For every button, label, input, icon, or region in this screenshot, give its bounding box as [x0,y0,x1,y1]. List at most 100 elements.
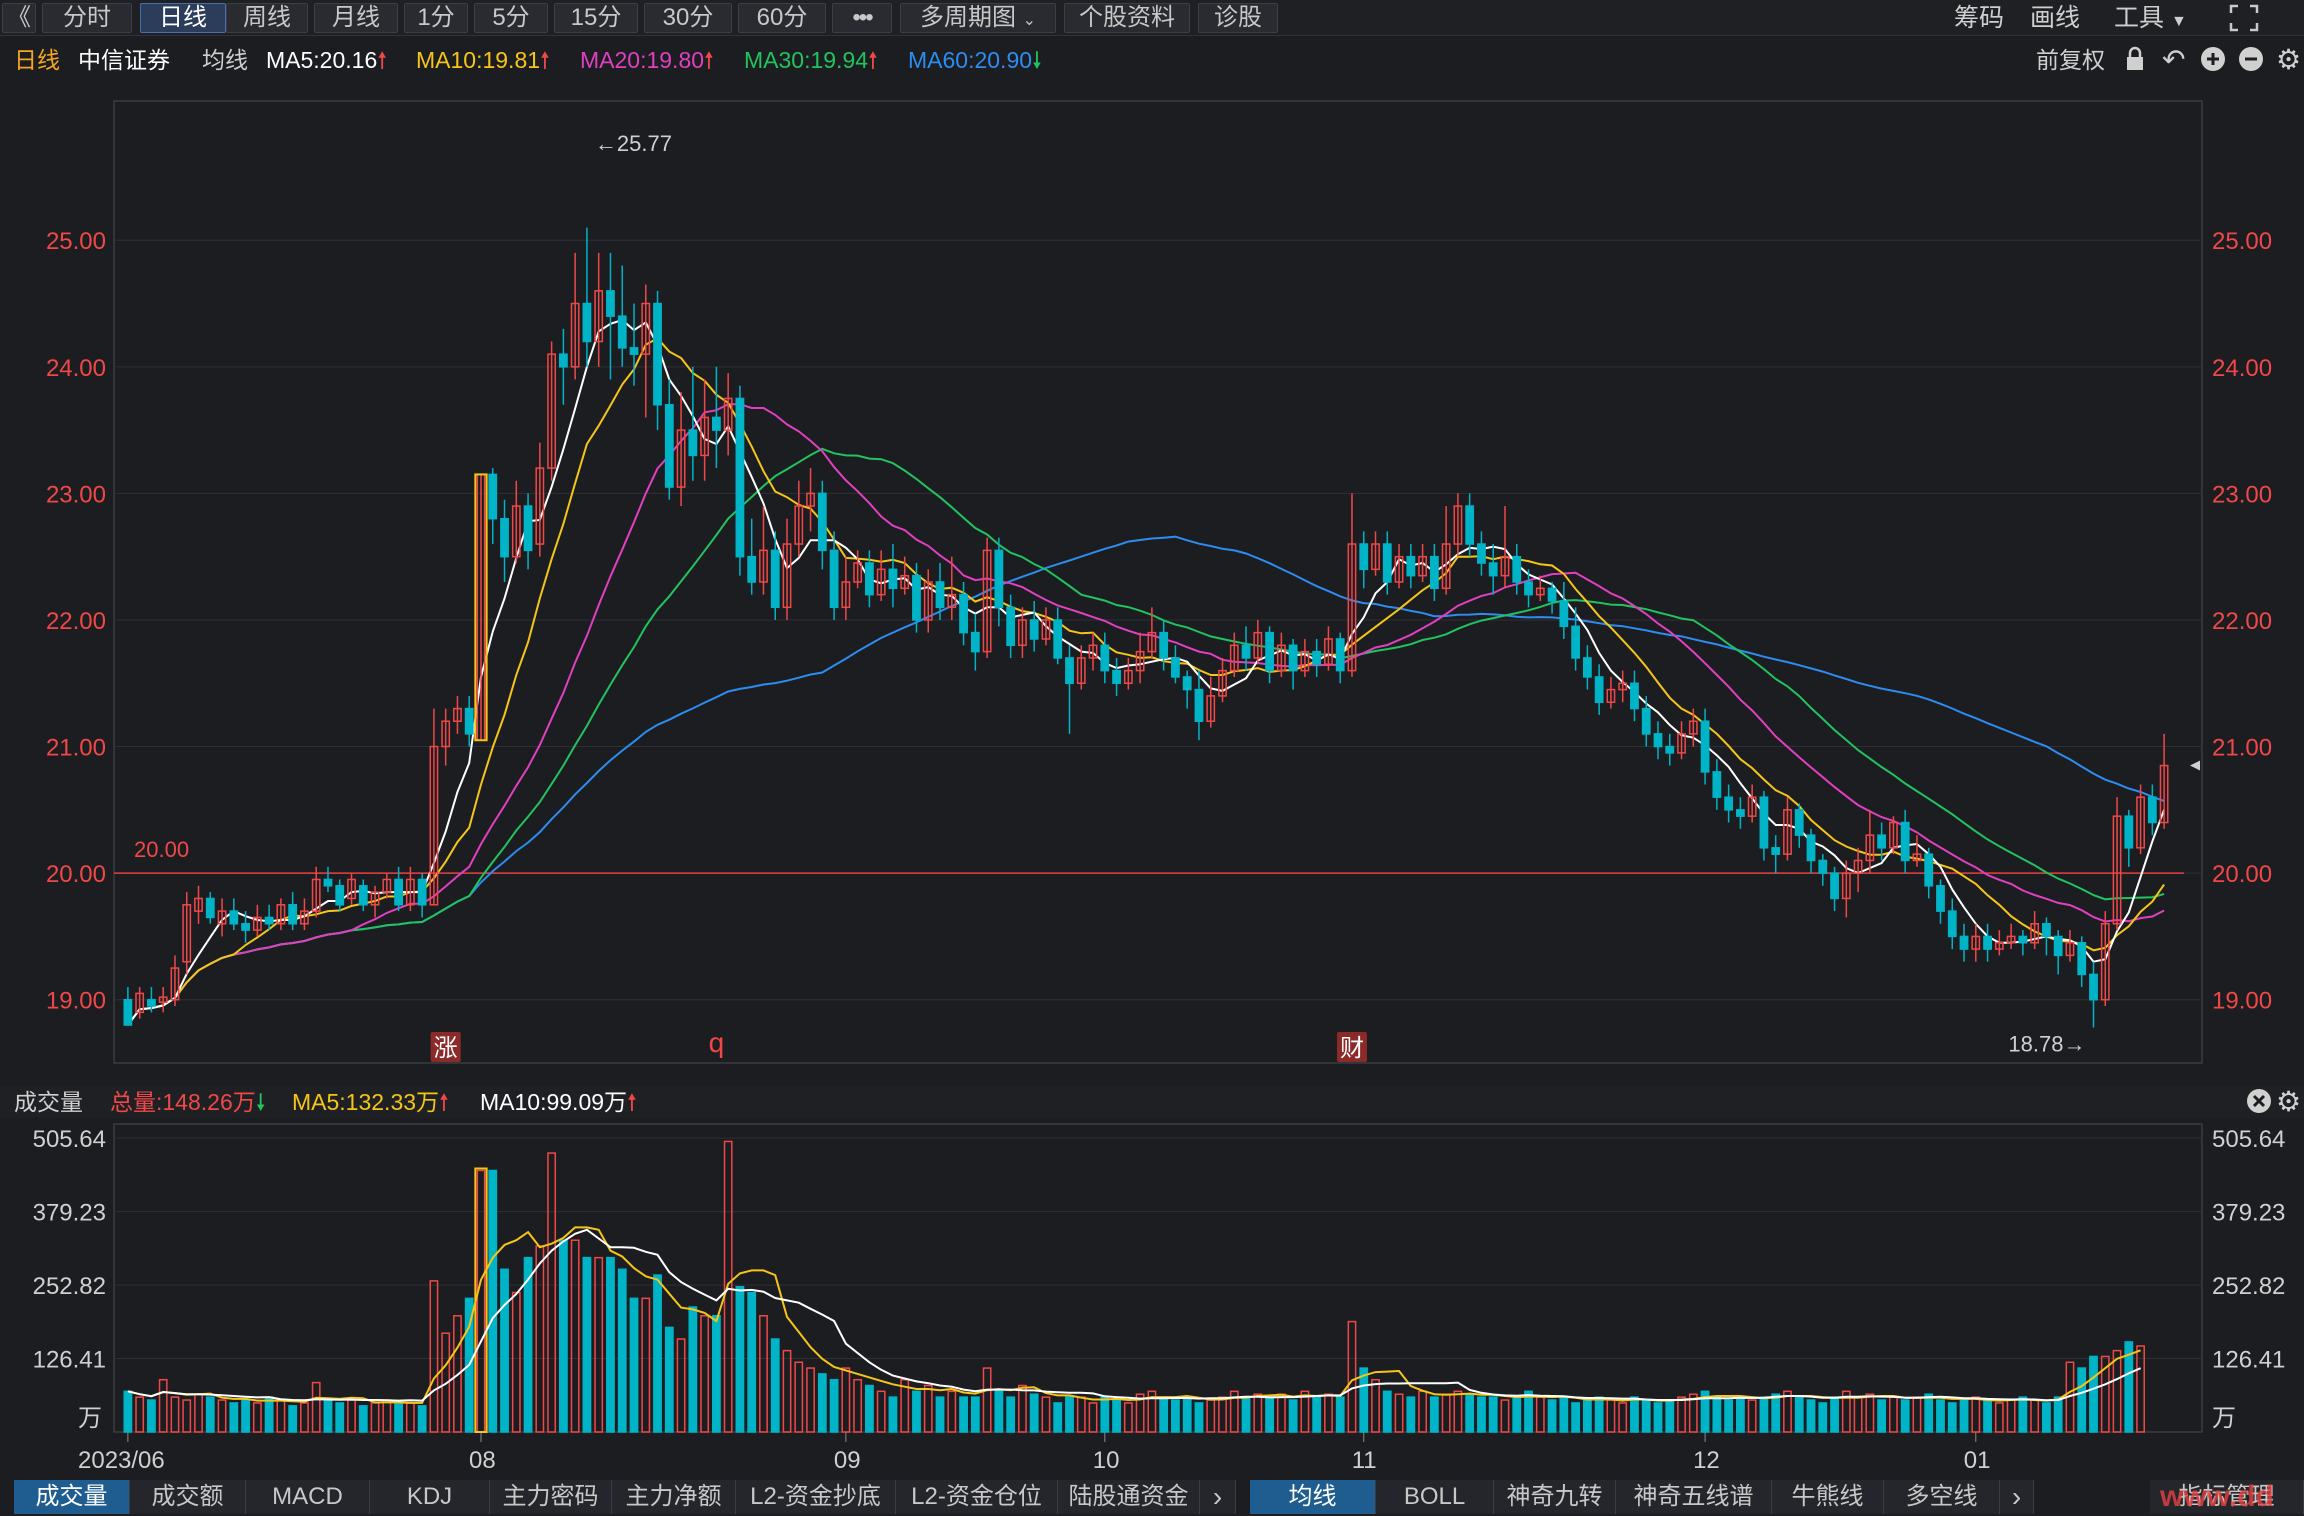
candle-up [1076,657,1086,685]
volume-bar-down [205,1396,215,1433]
volume-bar-down [617,1268,627,1433]
volume-tick-left: 505.64 [33,1126,106,1153]
low-price-label: 18.78→ [2008,1032,2085,1057]
volume-bar-down [959,1396,968,1433]
volume-bar-down [912,1390,921,1433]
volume-bar-down [2124,1341,2134,1433]
tabs-next-icon[interactable]: › [1200,1480,1236,1514]
diagnose-button[interactable]: 诊股 [1198,3,1278,33]
highlight-candle-box [474,473,488,742]
volume-bar-down [1700,1390,1710,1433]
candle-up [1018,619,1027,647]
collapse-left-button[interactable]: 《 [2,3,36,33]
volume-tick-right: 252.82 [2212,1273,2285,1300]
tab-l2-position[interactable]: L2-资金仓位 [896,1480,1058,1514]
candle-up [700,416,710,457]
tab-magic-nine[interactable]: 神奇九转 [1494,1480,1616,1514]
tab-long-short[interactable]: 多空线 [1884,1480,2000,1514]
volume-bar-up [476,1169,486,1433]
candle-up [158,996,168,1003]
draw-line-button[interactable]: 画线 [2030,4,2081,32]
candle-up [982,549,992,653]
volume-bar-up [1041,1396,1051,1433]
volume-settings-icon[interactable]: ⚙ [2276,1086,2302,1117]
tab-bull-bear[interactable]: 牛熊线 [1772,1480,1884,1514]
volume-bar-down [1877,1399,1887,1433]
adjust-mode-button[interactable]: 前复权 [2036,47,2105,73]
period-tab-60min[interactable]: 60分 [738,3,826,33]
ma5-line [127,318,2166,1026]
volume-bar-up [1618,1402,1628,1433]
volume-bar-up [1865,1393,1875,1433]
tab-macd[interactable]: MACD [246,1480,370,1514]
candle-down [959,593,968,634]
candle-down [1900,821,1910,862]
lock-icon[interactable] [2124,44,2146,82]
period-tab-30min[interactable]: 30分 [644,3,732,33]
period-tab-week[interactable]: 周线 [226,3,308,33]
more-periods-button[interactable]: ••• [832,3,892,33]
fullscreen-button[interactable] [2228,3,2268,33]
volume-tick-right: 126.41 [2212,1347,2285,1374]
period-tab-fenshi[interactable]: 分时 [42,3,132,33]
period-tab-1min[interactable]: 1分 [404,3,468,33]
up-arrow-icon: 🠕 [627,1089,637,1115]
settings-gear-icon[interactable]: ⚙ [2276,44,2302,75]
volume-bar-up [1971,1396,1981,1433]
tab-main-code[interactable]: 主力密码 [490,1480,612,1514]
tab-turnover[interactable]: 成交额 [130,1480,246,1514]
tab-magic-five[interactable]: 神奇五线谱 [1616,1480,1772,1514]
tab-main-net[interactable]: 主力净额 [612,1480,736,1514]
volume-bar-down [288,1405,298,1433]
volume-bar-down [735,1285,745,1433]
volume-bar-down [2077,1367,2087,1433]
undo-icon[interactable]: ↶ [2162,44,2186,75]
candle-up [1889,821,1898,849]
volume-bar-up [1441,1393,1451,1433]
candle-down [1806,834,1816,862]
period-tab-day[interactable]: 日线 [140,3,226,33]
close-panel-icon[interactable] [2246,1088,2272,1122]
candle-up [535,467,545,545]
volume-total: 总量:148.26万🠗 [110,1089,266,1115]
candle-up [2159,764,2169,824]
tab-boll[interactable]: BOLL [1376,1480,1494,1514]
high-price-label: ←25.77 [595,131,672,156]
period-tab-5min[interactable]: 5分 [474,3,548,33]
candle-up [1123,669,1133,685]
volume-bar-down [1053,1402,1063,1433]
period-tab-15min[interactable]: 15分 [554,3,638,33]
chips-button[interactable]: 筹码 [1954,4,2005,32]
volume-bar-down [1065,1396,1074,1433]
tab-indicator-manage[interactable]: 指标管理 [2150,1480,2304,1514]
zoom-out-icon[interactable] [2238,46,2264,80]
volume-bar-down [582,1256,592,1433]
event-marker-bg [1336,1032,1367,1062]
tab-volume[interactable]: 成交量 [14,1480,130,1514]
volume-bar-up [676,1338,686,1433]
zoom-in-icon[interactable] [2200,46,2226,80]
tab-l2-bottom[interactable]: L2-资金抄底 [736,1480,896,1514]
up-arrow-icon: 🠕 [704,47,714,73]
volume-bar-down [1265,1396,1274,1433]
volume-bar-down [1429,1396,1439,1433]
tabs-next-icon-2[interactable]: › [2000,1480,2034,1514]
candle-up [641,302,651,355]
candle-down [617,315,627,349]
tab-ma[interactable]: 均线 [1250,1480,1376,1514]
tab-kdj[interactable]: KDJ [370,1480,490,1514]
multi-period-dropdown[interactable]: 多周期图 ⌄ [900,3,1056,33]
candle-down [1594,676,1604,703]
up-arrow-icon: 🠕 [377,47,388,73]
up-arrow-icon: 🠕 [868,47,878,73]
stock-profile-button[interactable]: 个股资料 [1064,3,1190,33]
kline-chart[interactable]: 25.00 25.00 24.00 24.00 23.00 23.00 22.00 22.00… [0,0,2304,1480]
tools-dropdown[interactable]: 工具 ▼ [2114,3,2187,33]
tab-northbound[interactable]: 陆股通资金 [1058,1480,1200,1514]
volume-bar-down [1559,1396,1569,1433]
price-tick-left: 23.00 [46,481,106,508]
candle-down [1524,581,1533,596]
period-tab-month[interactable]: 月线 [314,3,398,33]
ma5-value: MA5:20.16🠕 [266,47,388,73]
period-label: 日线 [14,47,60,73]
